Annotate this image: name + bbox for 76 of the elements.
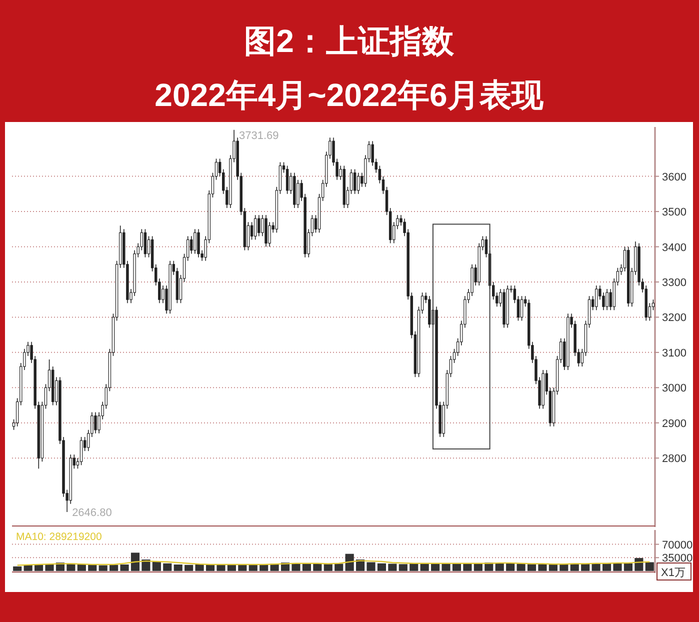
text: MA10: 289219200 [16,531,102,543]
bar [130,552,140,571]
bar [195,564,204,571]
bar [442,564,450,571]
y-tick-label: 70000 [662,539,693,552]
bar [184,564,194,571]
bar [152,562,161,571]
bar [206,564,215,571]
bar [506,563,515,571]
bar [238,564,247,571]
y-tick-label: 3300 [662,276,686,289]
bar [88,564,97,571]
bar [388,564,397,571]
bar [548,564,558,571]
annotation: 3731.69 [239,130,279,142]
annotation: 2646.80 [72,507,112,520]
candlestick [520,296,524,322]
bar [302,564,311,571]
bar [624,563,632,571]
bar [592,563,600,571]
candlestick [296,179,300,208]
y-tick-label: 3100 [662,347,686,360]
candlestick [140,228,144,251]
bar [463,563,472,571]
candlestick [353,168,356,194]
bar [560,564,568,571]
bar [345,554,354,571]
y-tick-label: 3600 [662,171,686,184]
bar [98,565,108,571]
candlestick [194,228,196,254]
y-tick-label: 2800 [662,453,686,466]
bar [410,563,418,571]
bar [634,558,644,571]
bar [516,564,526,571]
candlestick [80,436,83,466]
y-tick-label: 3500 [662,206,686,219]
bar [431,563,440,571]
bar [377,563,386,571]
bar [313,563,322,571]
bar [120,564,129,571]
candlestick [606,288,608,311]
candlestick [197,228,200,258]
bar [45,564,54,571]
bar [174,564,182,571]
candlestick [144,228,147,258]
y-tick-label: 35000 [662,552,693,565]
bar [366,562,376,571]
bar [527,564,536,571]
y-tick-label: 3000 [662,382,686,395]
candlestick [357,172,360,194]
candlestick [94,412,97,434]
y-tick-label: 3400 [662,242,686,254]
candlestick [286,165,289,194]
y-tick-label: 2900 [662,418,686,430]
bar [13,566,22,571]
bar [292,563,300,571]
chart-subtitle: 2022年4月~2022年6月表现 [154,77,544,113]
bar [163,563,172,571]
bar [324,564,332,571]
candlestick [595,285,598,311]
bar [77,564,86,571]
bar [248,564,258,571]
y-tick-label: 3200 [662,312,686,324]
candlestick [254,214,257,240]
bar [495,562,504,571]
bar [474,564,482,571]
chart-title: 图2：上证指数 [244,23,455,59]
bar [110,564,118,571]
y-axis-title: X1万 [661,567,686,579]
bar [216,564,226,571]
candlestick [268,222,271,248]
bar [645,562,654,571]
bar [398,564,408,571]
bar [334,564,344,571]
candlestick [190,236,193,254]
candlestick [258,214,260,237]
